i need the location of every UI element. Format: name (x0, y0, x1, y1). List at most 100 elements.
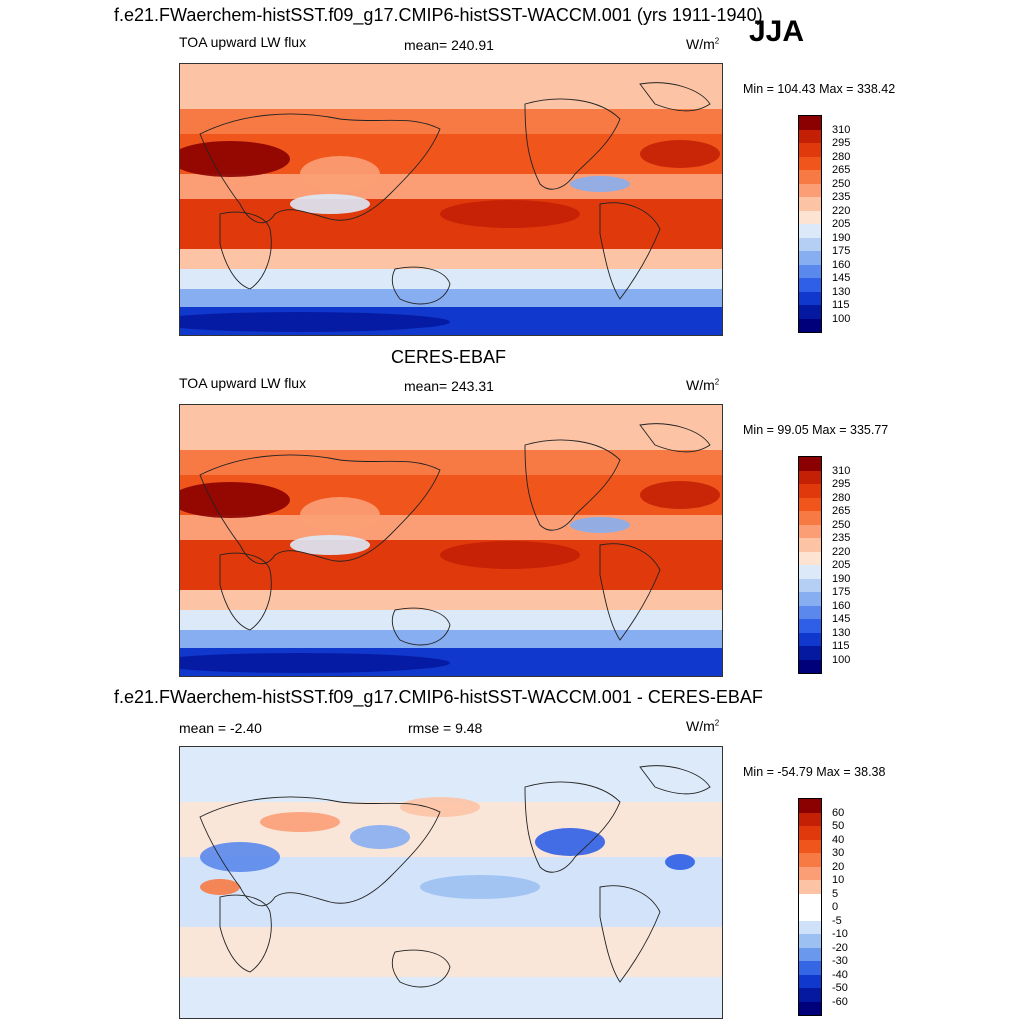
colorbar-swatch (799, 143, 821, 157)
panel1-title: f.e21.FWaerchem-histSST.f09_g17.CMIP6-hi… (114, 5, 763, 25)
colorbar-swatches (798, 115, 822, 333)
colorbar-swatch (799, 237, 821, 251)
field-band (180, 249, 722, 269)
field-anomaly (200, 879, 240, 895)
colorbar-tick-label: 130 (832, 626, 851, 639)
panel2-minmax: Min = 99.05 Max = 335.77 (743, 423, 889, 437)
colorbar-tick-label: -60 (832, 995, 848, 1008)
coastline (391, 949, 451, 988)
field-feature (640, 481, 720, 509)
field-band (180, 405, 722, 450)
map-field (180, 405, 722, 676)
colorbar-tick-label: 310 (832, 464, 851, 477)
colorbar-swatch (799, 839, 821, 853)
colorbar-swatch (799, 264, 821, 278)
colorbar-tick-label: 160 (832, 599, 851, 612)
colorbar-swatch (799, 116, 821, 130)
coastline (639, 423, 711, 453)
panel2-title: CERES-EBAF (391, 347, 507, 367)
colorbar-swatch (799, 853, 821, 867)
field-band (180, 927, 722, 977)
panel3-rmse-label: rmse = 9.48 (408, 720, 483, 736)
field-feature (180, 653, 450, 673)
colorbar-tick-label: 280 (832, 150, 851, 163)
colorbar-swatch (799, 183, 821, 197)
coastline (199, 113, 441, 224)
field-band (180, 630, 722, 648)
colorbar-tick-label: 205 (832, 559, 851, 571)
coastline (524, 781, 621, 873)
colorbar-tick-label: 5 (832, 887, 839, 900)
colorbar-tick-label: 145 (832, 272, 851, 284)
colorbar-tick-label: 0 (832, 901, 839, 913)
colorbar-swatch (799, 565, 821, 579)
colorbar-tick-label: 250 (832, 518, 851, 531)
field-anomaly (420, 875, 540, 899)
coastline (639, 765, 711, 795)
map-field (180, 64, 722, 335)
colorbar-swatch (799, 318, 821, 332)
colorbar-swatch (799, 961, 821, 975)
colorbar-tick-label: 175 (832, 586, 851, 598)
coastline (524, 439, 621, 531)
colorbar-swatch (799, 291, 821, 305)
colorbar-tick-label: 220 (832, 545, 851, 558)
colorbar-swatch (799, 129, 821, 143)
field-anomaly (200, 842, 280, 872)
coastline (199, 454, 441, 565)
panel3-title: f.e21.FWaerchem-histSST.f09_g17.CMIP6-hi… (114, 687, 763, 707)
colorbar-swatch (799, 592, 821, 606)
panel1-minmax: Min = 104.43 Max = 338.42 (743, 82, 896, 96)
field-band (180, 747, 722, 802)
field-anomaly (400, 797, 480, 817)
colorbar-tick-label: 60 (832, 806, 845, 819)
colorbar-tick-label: 30 (832, 847, 845, 859)
field-feature (290, 535, 370, 555)
colorbar-tick-label: 20 (832, 860, 845, 873)
colorbar-tick-label: -40 (832, 968, 848, 981)
colorbar-swatch (799, 305, 821, 319)
colorbar-tick-label: 40 (832, 833, 845, 846)
colorbar-swatch (799, 578, 821, 592)
coastline (391, 607, 451, 646)
field-feature (290, 194, 370, 214)
colorbar-tick-label: 295 (832, 478, 851, 490)
field-feature (440, 200, 580, 228)
colorbar-swatch (799, 659, 821, 673)
colorbar-tick-label: 295 (832, 137, 851, 149)
field-feature (570, 176, 630, 192)
coastline (199, 796, 441, 907)
colorbar-tick-label: 265 (832, 164, 851, 176)
coastline (219, 552, 272, 631)
colorbar-swatches (798, 798, 822, 1016)
colorbar-tick-label: 190 (832, 572, 851, 585)
coastline (524, 98, 621, 190)
colorbar-swatch (799, 497, 821, 511)
field-anomaly (260, 812, 340, 832)
field-anomaly (350, 825, 410, 849)
panel3-units: W/m2 (686, 718, 720, 734)
panel1-variable-label: TOA upward LW flux (179, 34, 307, 50)
field-band (180, 610, 722, 630)
colorbar-swatch (799, 197, 821, 211)
field-feature (570, 517, 630, 533)
colorbar-swatch (799, 907, 821, 921)
colorbar-tick-label: 100 (832, 653, 851, 666)
colorbar-swatch (799, 988, 821, 1002)
colorbar-swatch (799, 251, 821, 265)
field-feature (300, 156, 380, 192)
field-band (180, 269, 722, 289)
colorbar-tick-label: 205 (832, 218, 851, 230)
field-feature (180, 312, 450, 332)
colorbar-swatch (799, 170, 821, 184)
field-band (180, 450, 722, 475)
field-anomaly (665, 854, 695, 870)
field-anomaly (535, 828, 605, 856)
colorbar-swatch (799, 799, 821, 813)
colorbar-tick-label: 175 (832, 245, 851, 257)
colorbar-swatch (799, 632, 821, 646)
colorbar-tick-label: 235 (832, 191, 851, 203)
colorbar-tick-label: 310 (832, 123, 851, 136)
colorbar-tick-label: 130 (832, 285, 851, 298)
field-band (180, 109, 722, 134)
